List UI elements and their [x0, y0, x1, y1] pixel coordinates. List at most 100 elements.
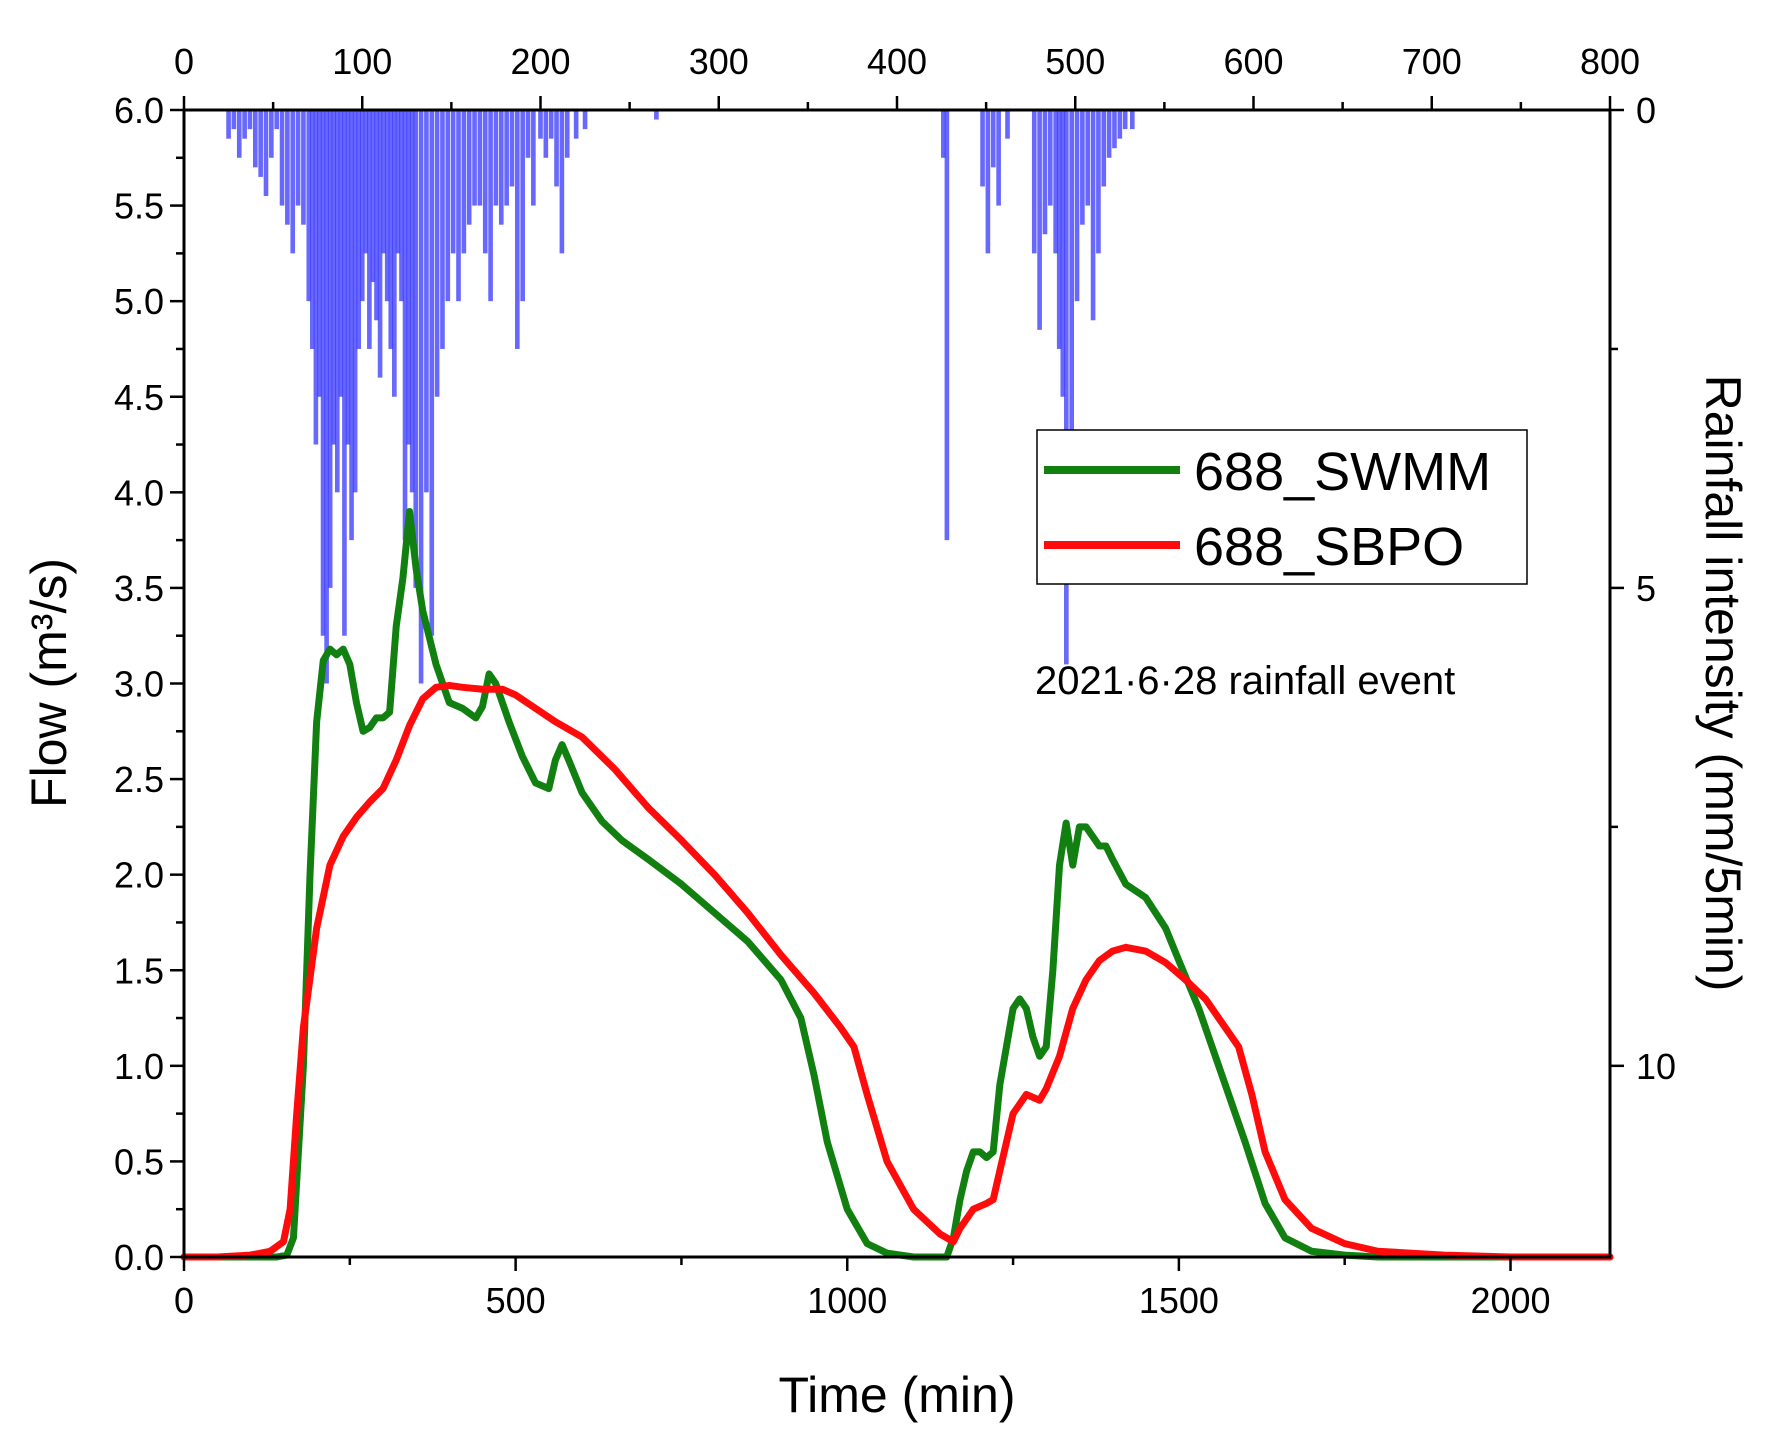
- x2-tick-label: 0: [174, 41, 194, 82]
- rainfall-bar: [944, 110, 950, 541]
- y2-axis-title: Rainfall intensity (mm/5min): [1695, 375, 1751, 992]
- rainfall-bar: [1064, 110, 1069, 665]
- rainfall-bar: [456, 110, 461, 302]
- rainfall-bar: [1074, 110, 1080, 302]
- rainfall-bar: [573, 110, 579, 139]
- rainfall-bar: [274, 110, 279, 130]
- y-tick-label: 6.0: [114, 90, 164, 131]
- x2-tick-label: 800: [1580, 41, 1640, 82]
- rainfall-bar: [1085, 110, 1091, 206]
- y2-tick-label: 0: [1636, 90, 1656, 131]
- rainfall-bar: [564, 110, 570, 158]
- legend: 688_SWMM 688_SBPO: [1036, 429, 1528, 585]
- rainfall-bar: [1101, 110, 1107, 187]
- rainfall-bar: [1056, 110, 1062, 349]
- rainfall-bar: [996, 110, 1001, 206]
- rainfall-bar: [331, 110, 337, 445]
- rainfall-bar: [226, 110, 231, 139]
- rainfall-bar: [324, 110, 329, 684]
- x-tick-label: 2000: [1470, 1280, 1550, 1321]
- rainfall-bar: [320, 110, 326, 636]
- rainfall-bar: [488, 110, 493, 302]
- rainfall-bar: [1037, 110, 1042, 330]
- rainfall-bar: [295, 110, 301, 206]
- rainfall-bar: [1060, 110, 1066, 397]
- x-axis-title: Time (min): [778, 1367, 1015, 1423]
- x2-tick-label: 200: [510, 41, 570, 82]
- rainfall-bar: [548, 110, 554, 139]
- rainfall-bar: [654, 110, 659, 120]
- x2-tick-label: 300: [689, 41, 749, 82]
- rainfall-bar: [231, 110, 237, 130]
- rainfall-bar: [424, 110, 429, 493]
- rainfall-bar: [543, 110, 549, 158]
- rainfall-bar: [1031, 110, 1037, 254]
- rainfall-bar: [440, 110, 445, 349]
- rainfall-bar: [477, 110, 483, 206]
- event-annotation: 2021·6·28 rainfall event: [1035, 659, 1455, 703]
- rainfall-bar: [1005, 110, 1010, 139]
- rainfall-bar: [263, 110, 269, 197]
- rainfall-bar: [363, 110, 369, 254]
- rainfall-bar: [445, 110, 451, 302]
- rainfall-bar: [1122, 110, 1128, 130]
- rainfall-bar: [1106, 110, 1112, 158]
- rainfall-bar: [1069, 110, 1074, 474]
- y-tick-label: 1.0: [114, 1046, 164, 1087]
- rainfall-bar: [413, 110, 419, 588]
- rainfall-bar: [317, 110, 322, 397]
- rainfall-bar: [1117, 110, 1123, 139]
- rainfall-bar: [285, 110, 290, 225]
- y-axis-title: Flow (m³/s): [21, 558, 77, 808]
- rainfall-bar: [381, 110, 386, 254]
- rainfall-bar: [334, 110, 340, 493]
- rainfall-bar: [472, 110, 477, 206]
- x-tick-label: 1000: [807, 1280, 887, 1321]
- rainfall-bar: [290, 110, 296, 254]
- rainfall-bar: [520, 110, 525, 302]
- rainfall-bar: [406, 110, 411, 445]
- x2-tick-label: 500: [1045, 41, 1105, 82]
- rainfall-bar: [525, 110, 531, 158]
- rainfall-bar: [345, 110, 351, 445]
- rainfall-bar: [434, 110, 440, 397]
- y-tick-label: 4.0: [114, 472, 164, 513]
- rainfall-bar: [461, 110, 467, 254]
- rainfall-bar: [399, 110, 404, 302]
- rainfall-bar: [504, 110, 509, 206]
- y-tick-label: 0.0: [114, 1237, 164, 1278]
- rainfall-bar: [1042, 110, 1048, 235]
- rainfall-bar: [429, 110, 435, 636]
- rainfall-bar: [1090, 110, 1096, 321]
- rainfall-bar: [392, 110, 397, 397]
- series-line-swmm: [180, 507, 1614, 1261]
- x2-tick-label: 400: [867, 41, 927, 82]
- rainfall-bar: [349, 110, 354, 541]
- rainfall-bar: [509, 110, 515, 187]
- x2-tick-label: 100: [332, 41, 392, 82]
- x-tick-label: 1500: [1139, 1280, 1219, 1321]
- rainfall-bar: [310, 110, 315, 349]
- y-tick-label: 5.5: [114, 186, 164, 227]
- x2-tick-label: 600: [1223, 41, 1283, 82]
- x-tick-label: 0: [174, 1280, 194, 1321]
- rainfall-bar: [1112, 110, 1117, 149]
- y-tick-label: 2.5: [114, 759, 164, 800]
- rainfall-bar: [242, 110, 247, 139]
- axis-ticks: [170, 96, 1624, 1271]
- legend-box: [1036, 429, 1528, 585]
- flow-series: [180, 507, 1614, 1261]
- x-tick-label: 500: [486, 1280, 546, 1321]
- rainfall-bar: [450, 110, 456, 254]
- rainfall-bar: [352, 110, 358, 493]
- y-tick-label: 3.5: [114, 568, 164, 609]
- rainfall-bar: [338, 110, 344, 397]
- y2-tick-label: 10: [1636, 1046, 1676, 1087]
- rainfall-bar: [409, 110, 415, 493]
- legend-label-sbpo: 688_SBPO: [1194, 517, 1464, 577]
- rainfall-bar: [493, 110, 499, 206]
- y2-tick-label: 5: [1636, 568, 1656, 609]
- rainfall-bar: [515, 110, 520, 349]
- y-tick-label: 3.0: [114, 664, 164, 705]
